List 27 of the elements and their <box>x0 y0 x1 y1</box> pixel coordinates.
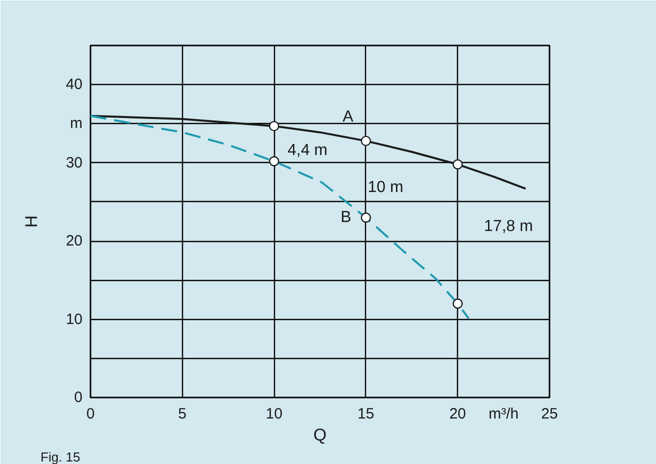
y-tick-label: m <box>70 115 83 132</box>
x-tick-label: 5 <box>178 406 186 422</box>
point <box>452 298 463 309</box>
y-tick-label: 0 <box>74 389 82 406</box>
point <box>360 136 371 146</box>
point <box>452 159 463 170</box>
x-tick-label: 0 <box>86 406 95 422</box>
series-label: A <box>342 108 354 126</box>
y-tick-label: 10 <box>66 310 83 328</box>
y-tick-label: 30 <box>66 154 83 172</box>
series-label: B <box>340 209 352 226</box>
caption: Fig. 15 <box>40 450 80 464</box>
x-tick-label: 15 <box>358 406 374 422</box>
point <box>360 212 371 223</box>
annotation: 4,4 m <box>287 142 328 159</box>
y-tick-label: 40 <box>66 76 83 94</box>
x-tick-label: 20 <box>449 406 466 422</box>
annotation: 17,8 m <box>484 218 533 235</box>
y-tick-label: 20 <box>66 232 83 250</box>
x-tick-label: 25 <box>541 406 558 422</box>
annotation: 10 m <box>368 179 404 196</box>
text: m³/h <box>488 406 519 422</box>
point <box>269 120 280 132</box>
point <box>269 156 280 166</box>
y-axis-title: H <box>22 215 41 228</box>
x-tick-label: 10 <box>266 406 282 422</box>
x-axis-title: Q <box>313 426 327 444</box>
